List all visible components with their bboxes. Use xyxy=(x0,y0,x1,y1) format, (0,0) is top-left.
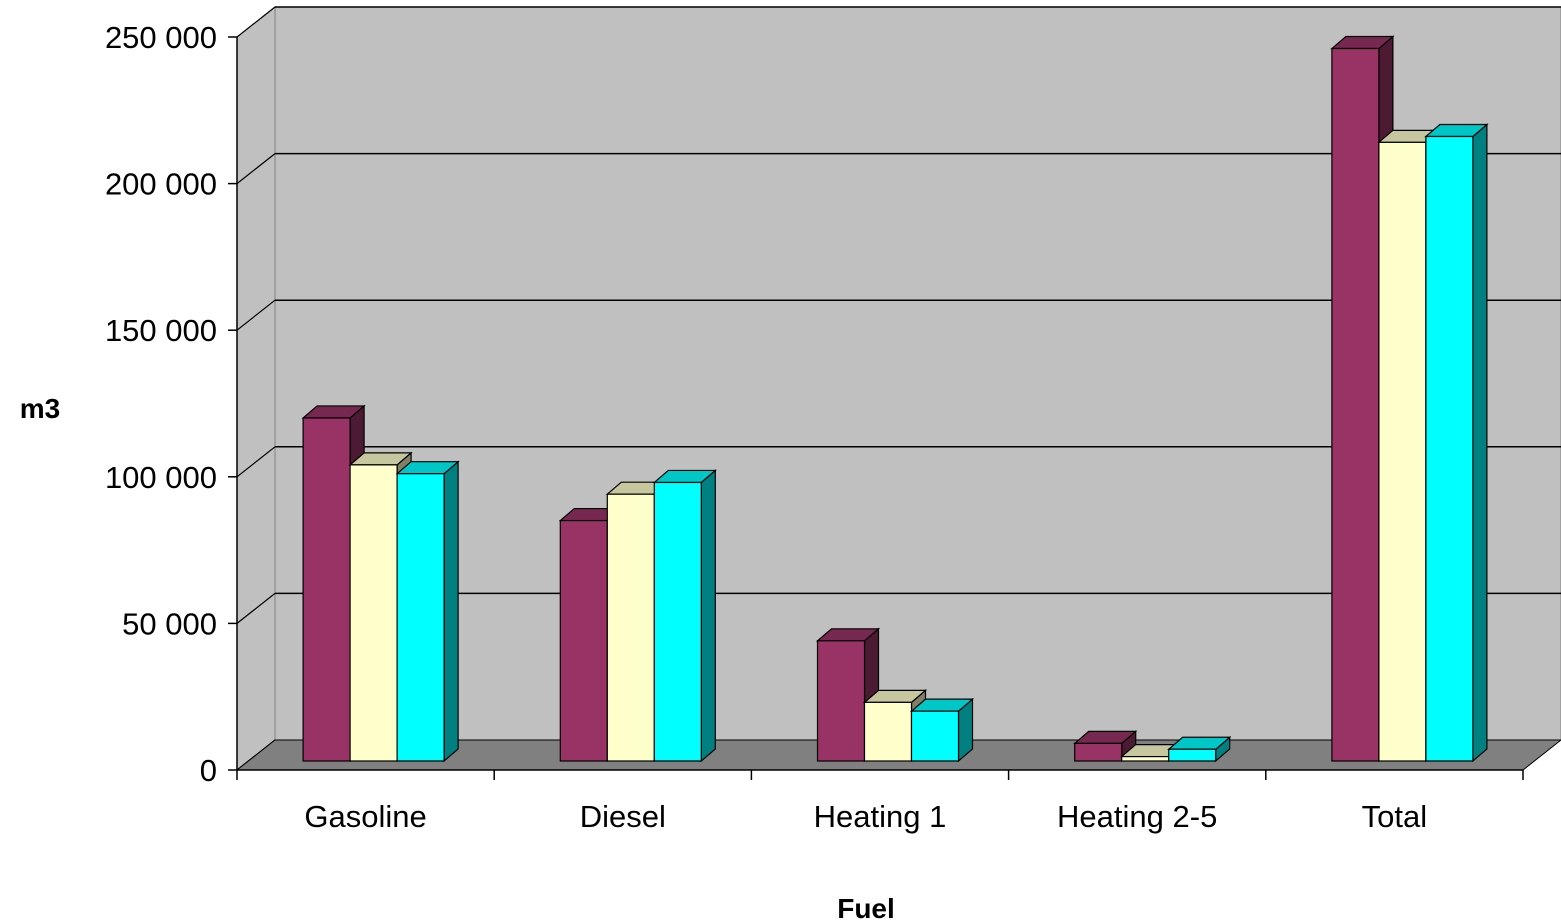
bars xyxy=(301,35,1489,763)
bar-front xyxy=(910,710,960,762)
bar-front xyxy=(1168,748,1217,762)
bar-front xyxy=(653,481,702,762)
bar-front xyxy=(396,473,445,762)
bar xyxy=(1167,735,1232,763)
bar-front xyxy=(1331,47,1380,762)
bar-front xyxy=(1074,742,1123,762)
x-tick-label: Heating 2-5 xyxy=(1057,799,1217,834)
y-tick-label: 100 000 xyxy=(105,460,217,495)
x-tick-label: Diesel xyxy=(580,799,666,834)
bar xyxy=(395,460,460,763)
bar xyxy=(301,404,366,763)
gridline-side xyxy=(236,153,276,185)
bar xyxy=(1424,123,1489,763)
y-tick-label: 50 000 xyxy=(122,606,217,641)
bar-side xyxy=(1472,123,1488,763)
bar-front xyxy=(1425,135,1474,762)
bar-side xyxy=(443,460,459,763)
y-tick-label: 250 000 xyxy=(105,20,217,55)
bar-front xyxy=(559,519,608,762)
gridline-side xyxy=(236,299,276,331)
bar-front xyxy=(863,701,913,762)
side-wall xyxy=(236,5,276,772)
x-tick-label: Gasoline xyxy=(304,799,426,834)
x-tick-label: Heating 1 xyxy=(814,799,947,834)
gridline-side xyxy=(236,592,276,624)
x-axis-title: Fuel xyxy=(837,893,895,922)
bar-front xyxy=(349,464,398,762)
bar-front xyxy=(1378,141,1427,762)
y-tick-label: 200 000 xyxy=(105,167,217,202)
axes: Gasoline Diesel Heating 1 Heating 2-5 Total 0… xyxy=(105,20,1524,834)
gridline-side xyxy=(236,446,276,478)
bar-front xyxy=(606,493,655,762)
gridline-side xyxy=(236,6,276,38)
bar xyxy=(909,697,975,763)
x-tick-label: Total xyxy=(1362,799,1427,834)
bar-front xyxy=(1121,756,1170,762)
y-tick-label: 150 000 xyxy=(105,313,217,348)
bar-front xyxy=(816,640,866,762)
bar xyxy=(652,469,717,763)
y-axis-title: m3 xyxy=(20,393,60,424)
bar-side xyxy=(700,469,716,763)
y-tick-label: 0 xyxy=(200,753,217,788)
bar-front xyxy=(302,417,351,762)
